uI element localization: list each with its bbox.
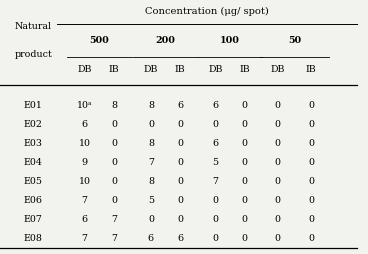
Text: 9: 9 [82,158,88,167]
Text: 0: 0 [275,158,281,167]
Text: 6: 6 [82,120,88,129]
Text: 0: 0 [308,120,314,129]
Text: 6: 6 [212,139,218,148]
Text: 7: 7 [82,234,88,243]
Text: 0: 0 [275,120,281,129]
Text: 0: 0 [308,101,314,110]
Text: 0: 0 [308,177,314,186]
Text: 7: 7 [111,215,117,224]
Text: 0: 0 [111,177,117,186]
Text: 0: 0 [111,158,117,167]
Text: IB: IB [305,65,316,74]
Text: DB: DB [208,65,223,74]
Text: Natural: Natural [15,22,52,31]
Text: 0: 0 [212,120,218,129]
Text: 0: 0 [242,215,248,224]
Text: 0: 0 [242,120,248,129]
Text: 0: 0 [212,215,218,224]
Text: 10: 10 [79,177,91,186]
Text: E05: E05 [24,177,43,186]
Text: 0: 0 [275,196,281,205]
Text: 0: 0 [242,234,248,243]
Text: Concentration (μg/ spot): Concentration (μg/ spot) [145,7,269,16]
Text: 0: 0 [308,196,314,205]
Text: E01: E01 [24,101,43,110]
Text: 0: 0 [242,158,248,167]
Text: 100: 100 [220,36,240,45]
Text: 0: 0 [177,196,183,205]
Text: 0: 0 [242,101,248,110]
Text: 0: 0 [111,139,117,148]
Text: 0: 0 [148,215,154,224]
Text: 0: 0 [111,196,117,205]
Text: E08: E08 [24,234,43,243]
Text: 7: 7 [212,177,218,186]
Text: 0: 0 [177,177,183,186]
Text: 0: 0 [308,139,314,148]
Text: product: product [14,50,52,59]
Text: E03: E03 [24,139,43,148]
Text: IB: IB [109,65,120,74]
Text: 6: 6 [212,101,218,110]
Text: DB: DB [77,65,92,74]
Text: E02: E02 [24,120,43,129]
Text: 0: 0 [275,177,281,186]
Text: 6: 6 [82,215,88,224]
Text: IB: IB [175,65,186,74]
Text: 0: 0 [177,158,183,167]
Text: 0: 0 [242,139,248,148]
Text: 7: 7 [148,158,154,167]
Text: 0: 0 [275,234,281,243]
Text: DB: DB [144,65,158,74]
Text: 0: 0 [111,120,117,129]
Text: 0: 0 [177,215,183,224]
Text: 7: 7 [82,196,88,205]
Text: 7: 7 [111,234,117,243]
Text: 0: 0 [308,215,314,224]
Text: IB: IB [239,65,250,74]
Text: E04: E04 [24,158,43,167]
Text: 6: 6 [177,101,183,110]
Text: 10ᵃ: 10ᵃ [77,101,92,110]
Text: 0: 0 [177,120,183,129]
Text: 8: 8 [148,177,154,186]
Text: 8: 8 [148,139,154,148]
Text: 0: 0 [275,139,281,148]
Text: 0: 0 [275,215,281,224]
Text: 0: 0 [212,234,218,243]
Text: 50: 50 [288,36,301,45]
Text: 5: 5 [212,158,218,167]
Text: E06: E06 [24,196,43,205]
Text: 0: 0 [242,196,248,205]
Text: 500: 500 [89,36,109,45]
Text: 6: 6 [177,234,183,243]
Text: 0: 0 [308,158,314,167]
Text: E07: E07 [24,215,43,224]
Text: 0: 0 [177,139,183,148]
Text: 8: 8 [148,101,154,110]
Text: 10: 10 [79,139,91,148]
Text: 5: 5 [148,196,154,205]
Text: 200: 200 [156,36,176,45]
Text: 8: 8 [111,101,117,110]
Text: 0: 0 [275,101,281,110]
Text: 0: 0 [212,196,218,205]
Text: 6: 6 [148,234,154,243]
Text: 0: 0 [242,177,248,186]
Text: 0: 0 [148,120,154,129]
Text: 0: 0 [308,234,314,243]
Text: DB: DB [270,65,285,74]
